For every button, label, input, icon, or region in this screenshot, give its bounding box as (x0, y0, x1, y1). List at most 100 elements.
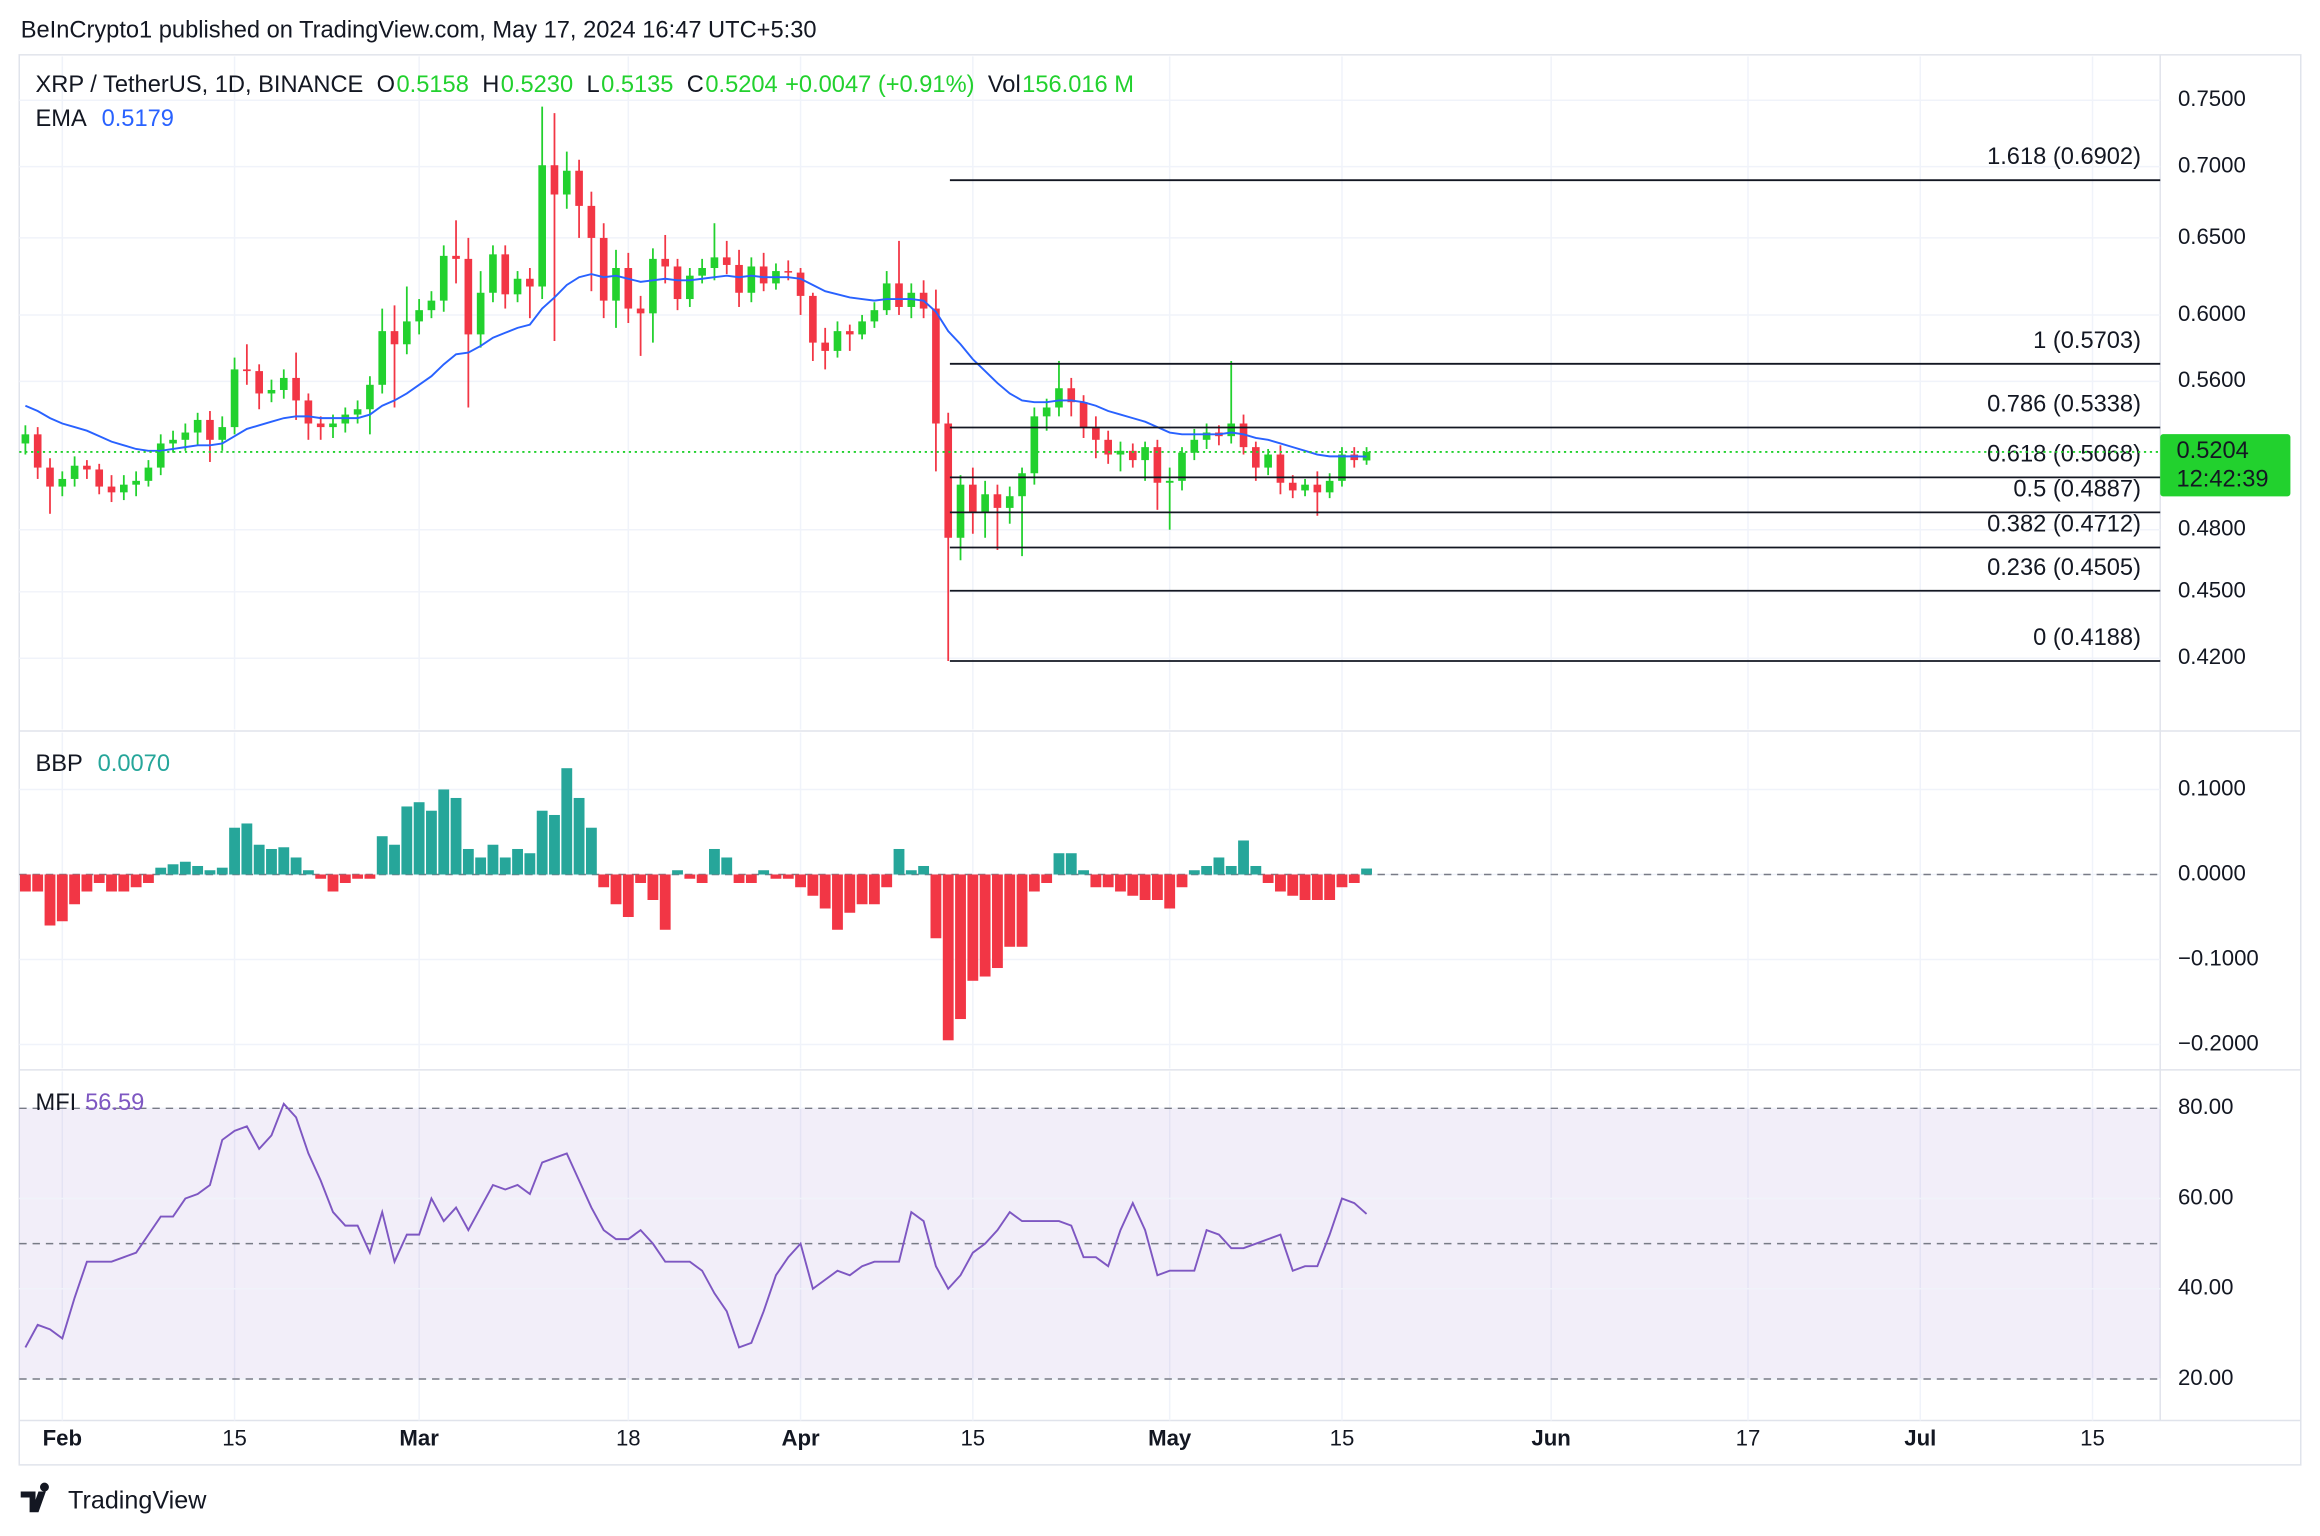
candle-body (1067, 388, 1076, 403)
candle-body (1313, 484, 1322, 493)
bbp-bar (881, 874, 893, 888)
bbp-bar (499, 857, 511, 875)
candle-body (390, 331, 399, 345)
mfi-legend-value: 56.59 (85, 1090, 144, 1116)
candle-body (427, 300, 436, 311)
bbp-bar (413, 802, 425, 875)
candle-body (722, 257, 731, 265)
bbp-bar (155, 867, 167, 875)
candle-body (279, 377, 288, 390)
candle-body (833, 331, 842, 351)
legend-value: 156.016 M (1022, 72, 1134, 98)
bbp-bar (1250, 865, 1262, 875)
candle-body (415, 310, 423, 322)
bbp-bar (1324, 874, 1336, 900)
legend-key: Vol (988, 72, 1021, 98)
bbp-bar (1090, 874, 1102, 888)
bbp-bar (598, 874, 610, 888)
bbp-bar (1336, 874, 1348, 888)
bbp-bar (216, 867, 228, 875)
candle-body (107, 486, 116, 493)
candle-body (1252, 447, 1260, 468)
candle-body (1141, 447, 1149, 461)
bbp-bar (487, 844, 499, 875)
bbp-bar (266, 848, 277, 875)
bbp-bar (1262, 874, 1274, 883)
bbp-bar (745, 874, 757, 883)
candle-body (845, 331, 854, 335)
bbp-bar (1238, 840, 1249, 875)
candle-body (1276, 454, 1285, 483)
y-tick-label: 0.5600 (2178, 367, 2246, 392)
bbp-bar (143, 874, 154, 883)
fib-label: 1 (0.5703) (2033, 328, 2141, 354)
candle-body (1042, 407, 1051, 417)
candle-body (267, 389, 276, 394)
candle-body (193, 419, 202, 433)
bbp-bar (721, 857, 733, 875)
candle-body (599, 237, 608, 301)
bbp-bar (19, 874, 31, 892)
bbp-bar (992, 874, 1003, 969)
candle-body (70, 465, 79, 479)
bbp-bar (536, 810, 548, 875)
bbp-bar (352, 874, 364, 879)
bbp-bar (573, 797, 585, 875)
x-tick-label: Jul (1904, 1426, 1936, 1451)
bbp-bar (339, 874, 351, 883)
candle-body (759, 266, 768, 284)
bbp-bar (1102, 874, 1114, 888)
candle-body (649, 258, 657, 314)
y-tick-label: 0.0000 (2178, 860, 2246, 885)
candle-body (747, 266, 756, 293)
candle-body (698, 268, 706, 276)
bbp-bar (1213, 857, 1225, 875)
y-tick-label: 20.00 (2178, 1365, 2234, 1390)
candle-body (144, 467, 153, 481)
mfi-legend: MFI 56.59 (36, 1090, 145, 1116)
candle-body (1153, 447, 1162, 483)
candle-body (120, 484, 128, 493)
bbp-bar (302, 870, 314, 875)
x-tick-label: 15 (1330, 1426, 1355, 1451)
bbp-bar (118, 874, 130, 892)
y-tick-label: 0.7000 (2178, 152, 2246, 177)
bbp-legend-name: BBP (36, 751, 83, 777)
ema-line (25, 273, 1367, 458)
x-tick-label: 15 (2080, 1426, 2105, 1451)
bbp-bar (32, 874, 44, 892)
countdown-label: 12:42:39 (2176, 466, 2268, 492)
candle-body (735, 264, 743, 293)
bbp-bar (696, 874, 708, 883)
bbp-bar (1028, 874, 1040, 892)
bbp-bar (229, 827, 240, 875)
candle-body (1104, 439, 1112, 455)
candle-body (1092, 427, 1100, 440)
bbp-bar (1004, 874, 1016, 947)
candle-body (673, 266, 682, 300)
legend-key: L (586, 72, 599, 98)
candle-body (1301, 484, 1309, 491)
candle-body (624, 268, 633, 309)
logo-icon (20, 1482, 49, 1513)
fib-label: 0 (0.4188) (2033, 625, 2141, 651)
bbp-legend: BBP 0.0070 (36, 751, 170, 777)
candle-body (587, 205, 596, 238)
bbp-bar (844, 874, 856, 913)
bbp-bar (758, 870, 770, 875)
candle-body (562, 170, 571, 195)
bbp-bar (979, 874, 991, 977)
bbp-bar (942, 874, 954, 1041)
candle-body (575, 170, 583, 206)
bbp-bar (561, 768, 573, 875)
bbp-bar (807, 874, 819, 896)
legend-key: O (377, 72, 395, 98)
legend-symbol: XRP / TetherUS, 1D, BINANCE (36, 72, 364, 98)
candle-body (636, 308, 645, 314)
bbp-bar (819, 874, 831, 909)
candle-body (476, 292, 485, 335)
bbp-bar (1127, 874, 1139, 896)
candle-body (403, 321, 411, 345)
